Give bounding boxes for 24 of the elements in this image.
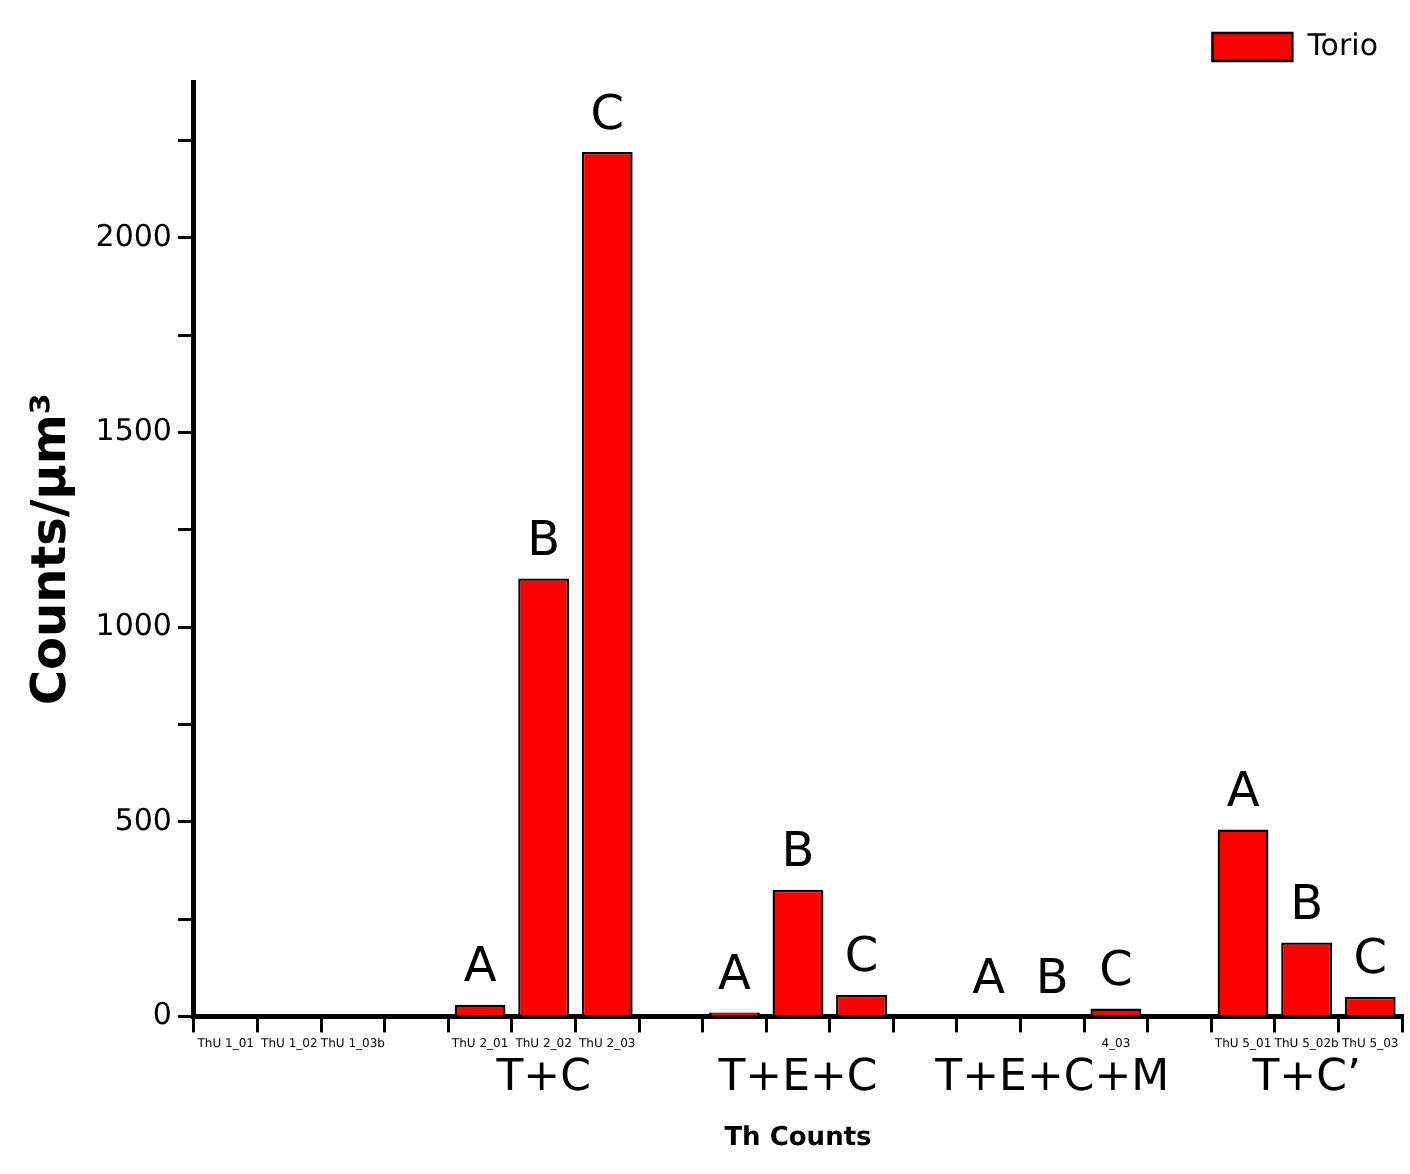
data-label: C bbox=[1353, 929, 1387, 986]
data-label: B bbox=[527, 510, 561, 567]
text: T+C’ bbox=[1250, 1051, 1361, 1102]
y-tick-label: 1500 bbox=[95, 412, 172, 449]
data-label: A bbox=[717, 944, 752, 1001]
y-axis-title: Counts/μm³ bbox=[21, 393, 78, 706]
legend-label: Torio bbox=[1305, 26, 1379, 63]
data-label: C bbox=[590, 84, 624, 141]
y-tick-label: 2000 bbox=[95, 217, 172, 254]
data-label: A bbox=[1226, 761, 1261, 818]
data-label: A bbox=[972, 948, 1007, 1005]
x-axis-title: Th Counts bbox=[724, 1123, 873, 1154]
y-tick-label: 0 bbox=[152, 996, 172, 1033]
data-label: B bbox=[1290, 874, 1324, 931]
data-label: A bbox=[463, 937, 498, 994]
y-tick-label: 1000 bbox=[95, 606, 172, 643]
data-label: C bbox=[1099, 941, 1133, 998]
data-label: B bbox=[781, 822, 815, 879]
text: T+E+C bbox=[716, 1051, 878, 1102]
data-label: C bbox=[844, 927, 879, 984]
text: T+C bbox=[494, 1051, 591, 1102]
data-label: B bbox=[1035, 948, 1069, 1005]
y-tick-label: 500 bbox=[114, 801, 172, 838]
text: T+E+C+M bbox=[933, 1051, 1170, 1102]
